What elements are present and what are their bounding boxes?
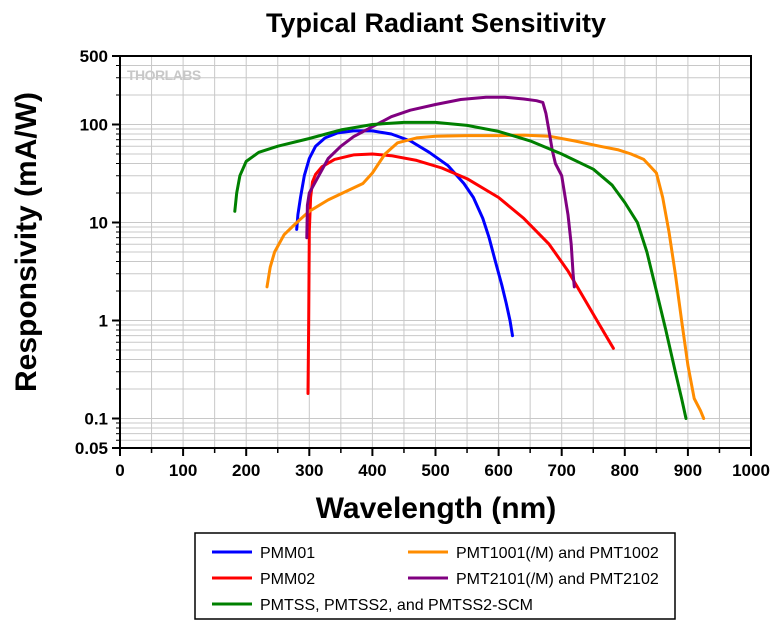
legend-label: PMTSS, PMTSS2, and PMTSS2-SCM [260,597,533,614]
x-tick-label: 500 [421,461,449,480]
x-axis-title: Wavelength (nm) [316,492,557,525]
x-tick-label: 200 [232,461,260,480]
y-tick-label: 1 [99,311,108,330]
x-tick-label: 900 [674,461,702,480]
y-axis-title: Responsivity (mA/W) [10,92,43,392]
x-tick-label: 400 [358,461,386,480]
series-line [233,120,688,420]
series-lines [233,95,706,420]
y-tick-label: 0.1 [84,409,108,428]
series-line [305,95,576,289]
x-tick-label: 1000 [732,461,770,480]
y-tick-label: 0.05 [75,439,108,458]
x-tick-label: 0 [115,461,124,480]
x-tick-label: 800 [611,461,639,480]
x-tick-label: 600 [484,461,512,480]
x-tick-label: 300 [295,461,323,480]
y-tick-label: 10 [89,213,108,232]
y-axis-ticks: 500 100 10 1 0.1 0.05 [75,47,120,458]
legend-label: PMT2101(/M) and PMT2102 [456,571,659,588]
legend: PMM01 PMT1001(/M) and PMT1002 PMM02 PMT2101… [194,532,676,620]
thorlabs-watermark: THORLABS [127,67,201,83]
y-tick-label: 500 [80,47,108,66]
y-tick-label: 100 [80,115,108,134]
legend-label: PMT1001(/M) and PMT1002 [456,545,659,562]
x-tick-label: 100 [169,461,197,480]
x-axis-ticks: 0 100 200 300 400 500 600 700 800 900 1000 [115,448,770,480]
grid-lines [120,56,751,448]
legend-box [194,532,676,620]
x-tick-label: 700 [548,461,576,480]
legend-label: PMM02 [260,571,315,588]
chart-title: Typical Radiant Sensitivity [266,8,606,38]
legend-label: PMM01 [260,545,315,562]
